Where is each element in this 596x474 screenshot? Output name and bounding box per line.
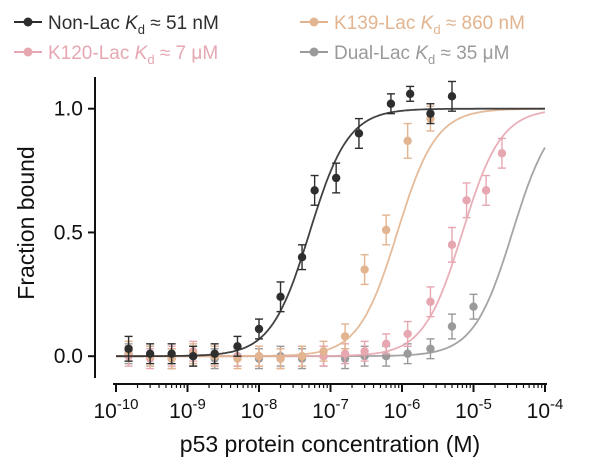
- x-tick-label: 10-5: [455, 396, 492, 423]
- data-point: [233, 342, 242, 351]
- data-point: [403, 329, 412, 339]
- series-k120-lac: [116, 111, 546, 370]
- data-point: [403, 136, 412, 146]
- data-point: [167, 349, 176, 358]
- data-point: [405, 89, 415, 99]
- legend-label: K139-Lac Kd ≈ 860 nM: [334, 13, 525, 37]
- series-k139-lac: [116, 105, 545, 370]
- data-point: [340, 332, 350, 341]
- x-tick-label: 10-8: [241, 396, 278, 423]
- data-point: [426, 344, 435, 353]
- data-point: [381, 339, 391, 349]
- data-point: [447, 92, 457, 101]
- data-point: [497, 149, 507, 158]
- legend-entry-k139-lac: K139-Lac Kd ≈ 860 nM: [300, 13, 525, 37]
- data-point: [331, 173, 341, 183]
- data-point: [145, 349, 155, 358]
- legend-entry-dual-lac: Dual-Lac Kd ≈ 35 μM: [300, 43, 509, 67]
- legend-label: Dual-Lac Kd ≈ 35 μM: [334, 43, 509, 67]
- data-point: [319, 347, 328, 356]
- y-tick-label: 1.0: [54, 98, 83, 121]
- series-non-lac: [116, 80, 545, 367]
- data-point: [254, 352, 264, 361]
- legend-marker: [309, 47, 319, 57]
- data-point: [276, 292, 285, 301]
- legend-marker: [23, 17, 33, 27]
- legend: Non-Lac Kd ≈ 51 nM K139-Lac Kd ≈ 860 nM K1…: [14, 13, 525, 67]
- legend-label: Non-Lac Kd ≈ 51 nM: [48, 13, 219, 37]
- data-point: [354, 129, 364, 138]
- data-point: [462, 196, 471, 205]
- y-tick-label: 0.0: [54, 345, 83, 368]
- data-point: [254, 324, 264, 334]
- data-point: [381, 225, 391, 235]
- data-point: [447, 322, 457, 331]
- fit-curve: [116, 107, 545, 358]
- y-tick-label: 0.5: [54, 221, 83, 244]
- data-point: [447, 240, 457, 250]
- legend-entry-non-lac: Non-Lac Kd ≈ 51 nM: [14, 13, 219, 37]
- data-point: [340, 349, 350, 358]
- fit-curve: [116, 111, 546, 358]
- data-point: [310, 186, 319, 195]
- plot-area: [116, 80, 546, 370]
- axes: 0.0 0.5 1.0 10-10 10-9 10-8 10-7 10-6 10-5 10-4: [54, 77, 564, 423]
- fit-curve: [116, 107, 545, 358]
- data-point: [469, 302, 478, 311]
- data-point: [386, 99, 396, 108]
- x-tick-label: 10-6: [384, 396, 421, 423]
- data-point: [297, 253, 307, 262]
- data-point: [360, 347, 369, 356]
- legend-entry-k120-lac: K120-Lac Kd ≈ 7 μM: [14, 43, 218, 67]
- legend-marker: [23, 47, 33, 57]
- x-tick-label: 10-7: [312, 396, 349, 423]
- legend-marker: [309, 17, 319, 27]
- legend-label: K120-Lac Kd ≈ 7 μM: [48, 43, 218, 67]
- data-point: [276, 354, 285, 363]
- data-point: [426, 109, 435, 118]
- data-point: [426, 297, 435, 306]
- x-tick-label: 10-10: [93, 396, 138, 423]
- data-point: [210, 349, 219, 358]
- data-point: [403, 349, 412, 358]
- x-tick-label: 10-9: [169, 396, 206, 423]
- data-point: [188, 352, 198, 361]
- data-point: [124, 344, 133, 353]
- data-point: [360, 265, 369, 274]
- x-axis-title: p53 protein concentration (M): [180, 431, 480, 457]
- data-point: [481, 186, 491, 195]
- x-tick-label: 10-4: [527, 396, 564, 423]
- data-point: [297, 352, 307, 361]
- y-axis-title: Fraction bound: [13, 146, 39, 299]
